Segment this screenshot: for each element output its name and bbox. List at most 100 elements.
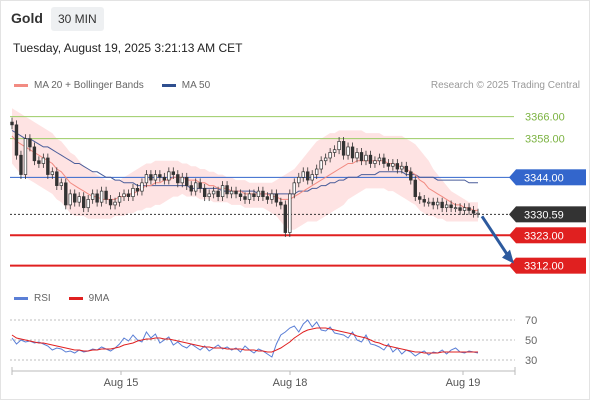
candle-body [99, 190, 104, 203]
candle-body [32, 146, 37, 162]
candle-body [247, 193, 252, 200]
forecast-arrow-head [502, 249, 514, 264]
candle-body [462, 207, 467, 211]
candle-body [176, 174, 180, 184]
candle-body [37, 160, 41, 164]
legend-item-ma20: MA 20 + Bollinger Bands [14, 80, 144, 91]
candle-body [350, 146, 355, 159]
level-label: 3330.59 [524, 209, 564, 221]
forecast-arrow-shaft [480, 215, 510, 257]
level-tag-bg [516, 227, 586, 244]
candle-body [144, 174, 149, 184]
level-label: 3323.00 [524, 230, 564, 242]
timestamp: Tuesday, August 19, 2025 3:21:13 AM CET [13, 41, 243, 55]
rsi-tick-label: 50 [525, 335, 537, 347]
candle-body [238, 193, 243, 197]
candle-body [306, 171, 310, 181]
legend-swatch-rsi [14, 297, 28, 300]
ma50-line [11, 129, 478, 195]
candle-body [167, 171, 171, 181]
level-label: 3358.00 [525, 134, 565, 146]
level-tag-3330.59: 3330.59 [509, 206, 586, 223]
candle-body [301, 171, 305, 178]
instrument-title: Gold [11, 10, 43, 26]
candle-body [180, 176, 184, 184]
legend-item-9ma: 9MA [68, 293, 110, 304]
chart-header: Gold 30 MIN [0, 0, 590, 38]
level-tag-3323.00: 3323.00 [509, 227, 586, 244]
candle-body [288, 193, 292, 233]
candle-body [283, 204, 288, 233]
candle-body [256, 190, 261, 197]
candle-body [28, 138, 32, 148]
candle-body [400, 165, 404, 170]
rsi-tick-label: 70 [525, 315, 537, 327]
candle-body [444, 204, 449, 209]
candle-body [135, 188, 140, 192]
candle-body [341, 141, 346, 156]
candle-body [198, 182, 202, 189]
candle-body [368, 154, 373, 164]
candle-body [185, 176, 189, 186]
legend-swatch-ma20 [14, 84, 28, 87]
candle-body [55, 171, 59, 186]
candle-body [346, 146, 350, 156]
candle-body [449, 204, 453, 209]
candle-body [261, 190, 265, 197]
candle-body [50, 171, 55, 175]
level-tag-bg [516, 257, 586, 274]
candle-body [229, 190, 234, 195]
legend-label-ma20: MA 20 + Bollinger Bands [34, 80, 144, 91]
candle-body [404, 165, 409, 173]
candle-body [332, 149, 337, 153]
rsi-9ma-line [11, 327, 478, 354]
candle-body [435, 201, 440, 206]
candle-body [108, 199, 113, 206]
candle-body [319, 160, 323, 170]
candle-body [117, 196, 122, 203]
candle-body [126, 193, 131, 197]
candle-body [476, 212, 480, 215]
candle-body [391, 163, 395, 167]
candle-body [382, 157, 386, 164]
bollinger-band-area [12, 108, 478, 230]
candle-body [162, 176, 167, 181]
legend-swatch-9ma [68, 297, 83, 300]
candle-body [68, 193, 72, 206]
legend-label-ma50: MA 50 [181, 80, 211, 91]
candle-body [314, 168, 319, 175]
x-tick-label: Aug 18 [273, 377, 308, 389]
candle-body [270, 193, 274, 200]
legend-swatch-ma50 [161, 84, 176, 87]
candle-body [422, 199, 426, 203]
candle-body [122, 193, 126, 197]
candle-body [202, 188, 207, 197]
level-tag-pointer [509, 169, 516, 186]
level-label: 3312.00 [524, 261, 564, 273]
candle-body [471, 210, 476, 214]
candle-body [440, 201, 444, 209]
candle-body [77, 196, 81, 203]
candle-body [23, 138, 28, 175]
candle-body [104, 190, 108, 200]
legend-item-rsi: RSI [14, 293, 51, 304]
candle-body [81, 196, 86, 209]
timeframe-selector[interactable]: 30 MIN [51, 7, 104, 31]
candle-body [377, 157, 382, 162]
candle-body [427, 201, 431, 204]
candle-body [189, 185, 193, 192]
rsi-legend: RSI 9MA [14, 293, 127, 304]
candle-body [386, 163, 391, 167]
candle-body [323, 157, 328, 162]
candle-body [131, 188, 135, 197]
candle-body [431, 201, 435, 206]
candle-body [95, 193, 99, 203]
candle-body [153, 174, 158, 181]
candle-body [140, 182, 144, 192]
candle-body [211, 190, 216, 195]
candle-body [149, 174, 153, 181]
level-label: 3366.00 [525, 112, 565, 124]
legend-label-9ma: 9MA [88, 293, 110, 304]
candle-body [355, 152, 359, 159]
